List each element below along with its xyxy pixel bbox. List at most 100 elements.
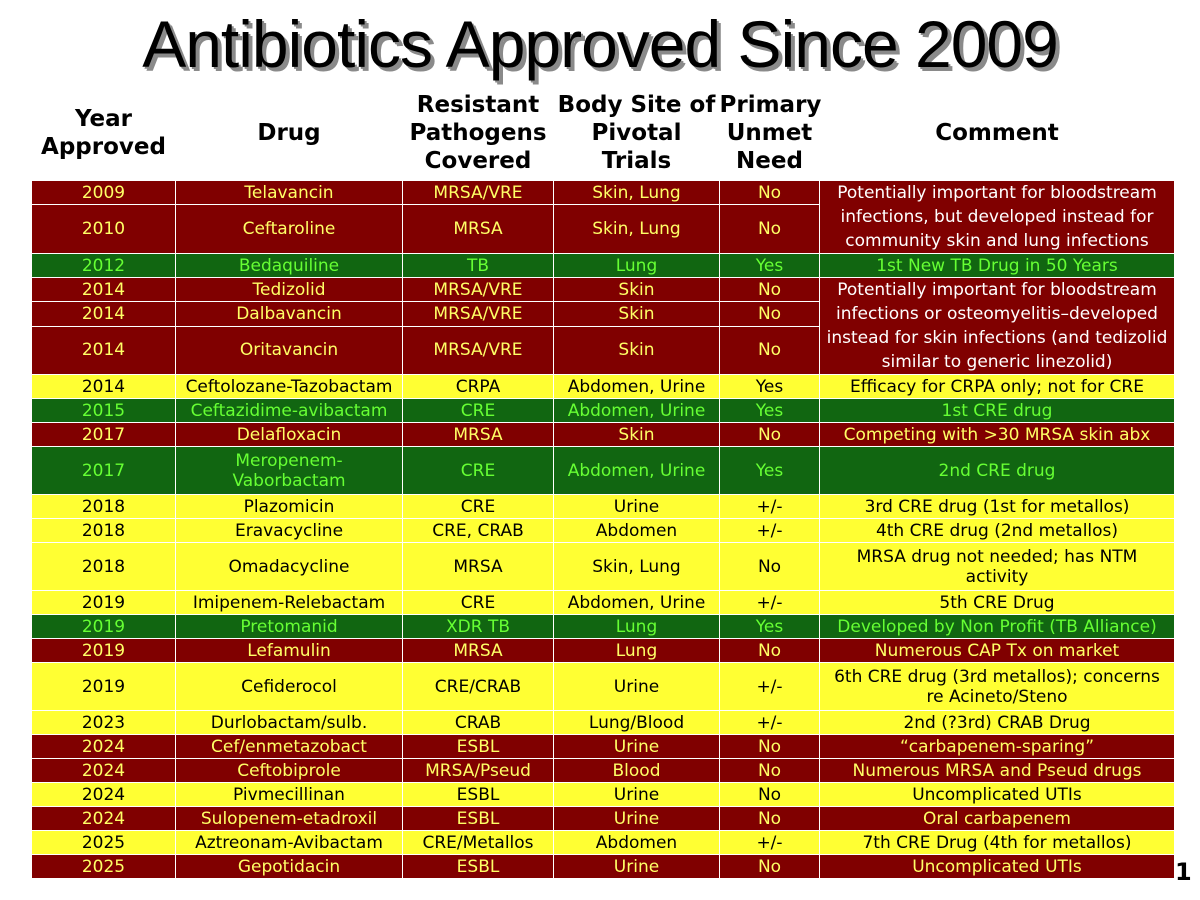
cell-year: 2017: [31, 446, 176, 495]
cell-pathogens: MRSA/VRE: [402, 325, 554, 375]
cell-need: No: [719, 301, 820, 327]
cell-pathogens: CRE: [402, 590, 554, 615]
cell-pathogens: MRSA: [402, 542, 554, 591]
cell-need: No: [719, 179, 820, 206]
cell-pathogens: CRE/Metallos: [402, 830, 554, 855]
cell-comment-merged: Potentially important for bloodstream in…: [819, 277, 1175, 375]
cell-drug: Durlobactam/sulb.: [175, 710, 403, 735]
cell-drug: Ceftaroline: [175, 204, 403, 254]
cell-year: 2025: [31, 830, 176, 855]
cell-site: Skin, Lung: [553, 542, 720, 591]
cell-year: 2023: [31, 710, 176, 735]
cell-need: +/-: [719, 494, 820, 519]
cell-site: Skin: [553, 276, 720, 303]
cell-need: No: [719, 854, 820, 879]
cell-site: Lung: [553, 614, 720, 639]
cell-need: Yes: [719, 253, 820, 278]
cell-pathogens: ESBL: [402, 806, 554, 831]
cell-need: No: [719, 734, 820, 759]
cell-pathogens: TB: [402, 253, 554, 278]
cell-comment: Oral carbapenem: [819, 806, 1175, 831]
cell-site: Abdomen, Urine: [553, 398, 720, 423]
cell-drug: Ceftolozane-Tazobactam: [175, 374, 403, 399]
cell-site: Skin, Lung: [553, 204, 720, 254]
table-row: 2024 Sulopenem-etadroxil ESBL Urine No O…: [31, 806, 1175, 831]
cell-year: 2019: [31, 662, 176, 711]
antibiotics-table: Year Approved Drug Resistant Pathogens C…: [31, 86, 1175, 879]
cell-site: Urine: [553, 782, 720, 807]
cell-comment: 1st New TB Drug in 50 Years: [819, 253, 1175, 278]
cell-need: No: [719, 806, 820, 831]
cell-comment: 2nd (?3rd) CRAB Drug: [819, 710, 1175, 735]
cell-drug: Pretomanid: [175, 614, 403, 639]
cell-year: 2024: [31, 734, 176, 759]
cell-pathogens: MRSA: [402, 204, 554, 254]
cell-drug: Aztreonam-Avibactam: [175, 830, 403, 855]
cell-need: No: [719, 276, 820, 303]
header-pathogens: Resistant Pathogens Covered: [402, 86, 554, 181]
cell-need: +/-: [719, 830, 820, 855]
cell-need: +/-: [719, 590, 820, 615]
table-row: 2023 Durlobactam/sulb. CRAB Lung/Blood +…: [31, 710, 1175, 735]
table-row: 2019 Pretomanid XDR TB Lung Yes Develope…: [31, 614, 1175, 639]
cell-year: 2018: [31, 518, 176, 543]
cell-comment-merged: Potentially important for bloodstream in…: [819, 180, 1175, 254]
cell-need: +/-: [719, 710, 820, 735]
cell-drug: Meropenem-Vaborbactam: [175, 446, 403, 495]
table-row: 2025 Gepotidacin ESBL Urine No Uncomplic…: [31, 854, 1175, 879]
cell-need: Yes: [719, 446, 820, 495]
table-row: 2024 Ceftobiprole MRSA/Pseud Blood No Nu…: [31, 758, 1175, 783]
table-row: 2017 Delafloxacin MRSA Skin No Competing…: [31, 422, 1175, 447]
table-row: 2024 Pivmecillinan ESBL Urine No Uncompl…: [31, 782, 1175, 807]
cell-comment: Uncomplicated UTIs: [819, 782, 1175, 807]
cell-site: Abdomen, Urine: [553, 446, 720, 495]
cell-drug: Pivmecillinan: [175, 782, 403, 807]
cell-comment: 4th CRE drug (2nd metallos): [819, 518, 1175, 543]
cell-site: Urine: [553, 854, 720, 879]
cell-site: Abdomen: [553, 830, 720, 855]
cell-year: 2019: [31, 590, 176, 615]
cell-need: Yes: [719, 398, 820, 423]
cell-site: Skin: [553, 422, 720, 447]
cell-drug: Plazomicin: [175, 494, 403, 519]
table-row: 2019 Cefiderocol CRE/CRAB Urine +/- 6th …: [31, 662, 1175, 711]
cell-pathogens: CRPA: [402, 374, 554, 399]
cell-pathogens: MRSA/Pseud: [402, 758, 554, 783]
table-row: 2024 Cef/enmetazobact ESBL Urine No “car…: [31, 734, 1175, 759]
cell-site: Abdomen, Urine: [553, 590, 720, 615]
cell-pathogens: ESBL: [402, 854, 554, 879]
cell-year: 2014: [31, 276, 176, 303]
cell-need: No: [719, 204, 820, 254]
cell-drug: Ceftobiprole: [175, 758, 403, 783]
cell-drug: Imipenem-Relebactam: [175, 590, 403, 615]
table-row: 2019 Imipenem-Relebactam CRE Abdomen, Ur…: [31, 590, 1175, 615]
cell-comment: Numerous MRSA and Pseud drugs: [819, 758, 1175, 783]
cell-comment: Developed by Non Profit (TB Alliance): [819, 614, 1175, 639]
slide-title: Antibiotics Approved Since 2009: [142, 7, 1059, 81]
cell-year: 2012: [31, 253, 176, 278]
cell-drug: Delafloxacin: [175, 422, 403, 447]
cell-site: Urine: [553, 734, 720, 759]
cell-pathogens: MRSA/VRE: [402, 276, 554, 303]
cell-pathogens: MRSA/VRE: [402, 301, 554, 327]
cell-comment: Numerous CAP Tx on market: [819, 638, 1175, 663]
header-year: Year Approved: [31, 86, 176, 181]
cell-need: No: [719, 325, 820, 375]
cell-drug: Cef/enmetazobact: [175, 734, 403, 759]
table-row: 2018 Omadacycline MRSA Skin, Lung No MRS…: [31, 542, 1175, 591]
cell-comment: MRSA drug not needed; has NTM activity: [819, 542, 1175, 591]
cell-pathogens: CRE: [402, 446, 554, 495]
table-row: 2009 Telavancin MRSA/VRE Skin, Lung No P…: [31, 179, 1175, 254]
cell-pathogens: CRE, CRAB: [402, 518, 554, 543]
cell-drug: Oritavancin: [175, 325, 403, 375]
cell-need: +/-: [719, 662, 820, 711]
cell-pathogens: MRSA/VRE: [402, 179, 554, 206]
cell-year: 2014: [31, 325, 176, 375]
cell-need: Yes: [719, 374, 820, 399]
cell-comment: Uncomplicated UTIs: [819, 854, 1175, 879]
cell-drug: Eravacycline: [175, 518, 403, 543]
cell-drug: Lefamulin: [175, 638, 403, 663]
page-number: 1: [1175, 858, 1192, 886]
header-comment: Comment: [819, 86, 1175, 181]
table-row: 2025 Aztreonam-Avibactam CRE/Metallos Ab…: [31, 830, 1175, 855]
